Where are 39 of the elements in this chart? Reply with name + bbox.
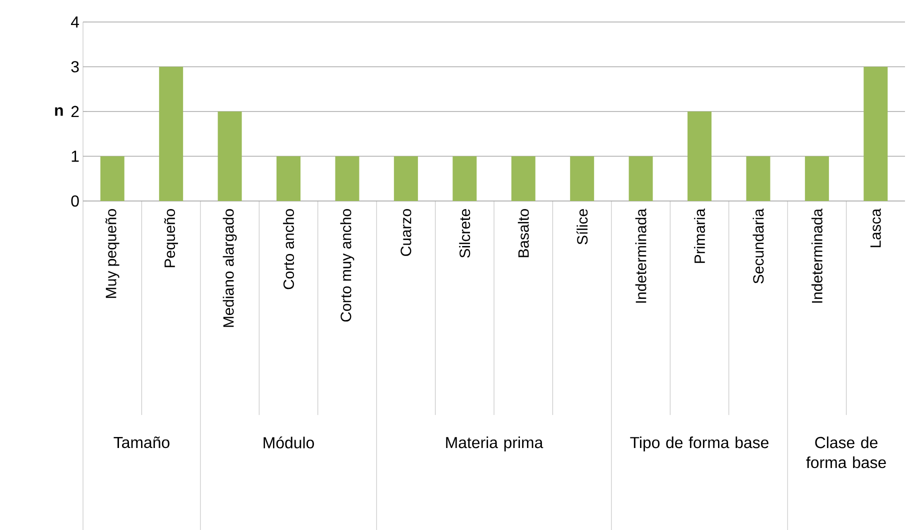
x-tick-label: Secundaria [752, 208, 764, 284]
x-tick-label: Lasca [870, 208, 881, 248]
x-tick-label: Corto muy ancho [340, 209, 354, 322]
x-tick-label: Silcrete [459, 209, 470, 258]
y-tick-label: 0 [71, 195, 79, 207]
x-tick-label: Sílice [576, 209, 588, 244]
x-tick-label: Primaria [694, 208, 705, 263]
text: Tipo de forma base [630, 436, 768, 452]
x-tick-label: Muy pequeño [105, 209, 120, 298]
text: Clase de forma base [806, 436, 886, 468]
bar [570, 156, 594, 201]
bar [335, 156, 360, 201]
x-tick-label: Corto ancho [283, 209, 294, 290]
y-tick-label: 2 [71, 106, 79, 117]
bar [159, 66, 184, 201]
x-tick-label: Indeterminada [635, 208, 646, 303]
bar [688, 111, 712, 201]
y-tick-label: 3 [71, 61, 79, 72]
x-tick-label: Pequeño [164, 209, 178, 268]
bar [746, 156, 770, 201]
bar [218, 111, 242, 201]
text: Materia prima [446, 436, 544, 452]
text: Módulo [264, 436, 314, 448]
y-axis-title: n [55, 107, 63, 116]
y-tick-label: 1 [72, 150, 79, 162]
bar [276, 156, 301, 201]
bar [100, 156, 124, 201]
y-tick-label: 4 [70, 16, 80, 28]
bar [394, 156, 418, 201]
x-tick-label: Mediano alargado [222, 209, 237, 327]
x-tick-label: Indeterminada [811, 208, 822, 303]
bar [628, 156, 653, 201]
bar [864, 66, 888, 201]
x-tick-label: Cuarzo [400, 209, 412, 256]
bar [511, 156, 536, 201]
bar [804, 156, 829, 201]
bar [452, 156, 477, 201]
text: Tamaño [114, 436, 170, 448]
x-tick-label: Basalto [518, 209, 529, 258]
